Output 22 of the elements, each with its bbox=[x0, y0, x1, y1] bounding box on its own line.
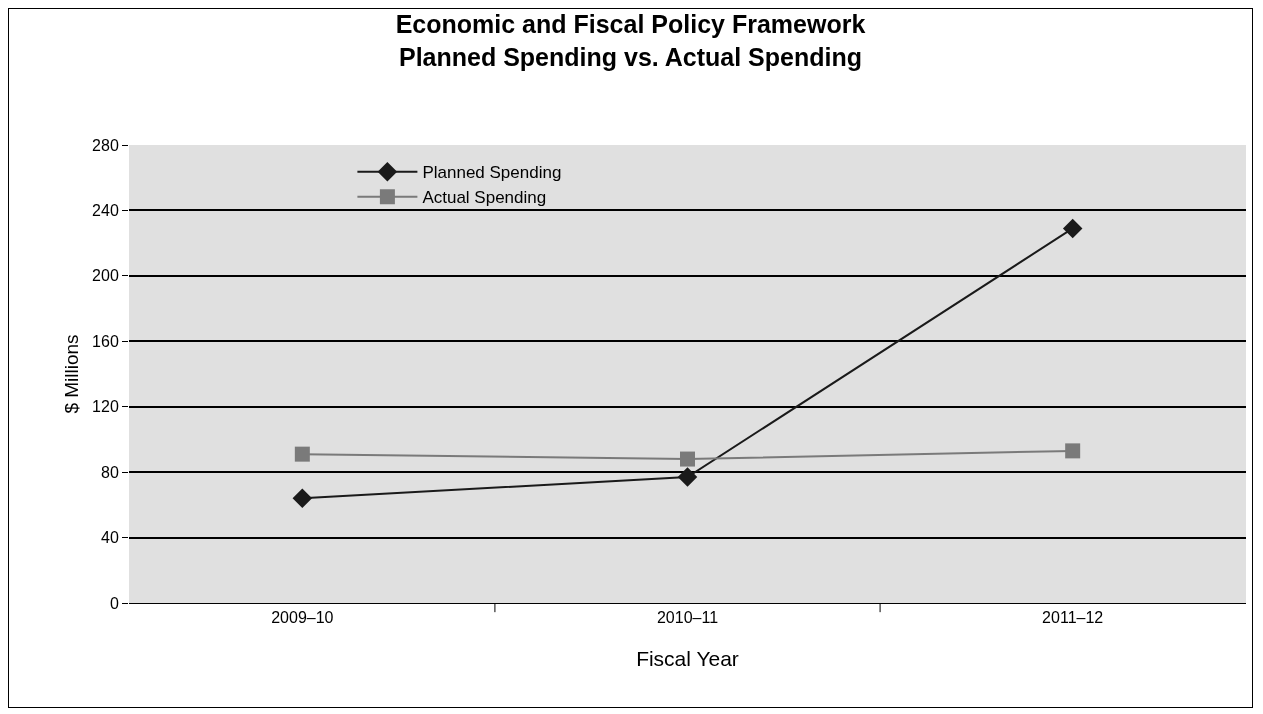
x-tick-label: 2009–10 bbox=[271, 609, 334, 627]
x-tick-label: 2011–12 bbox=[1042, 609, 1104, 627]
y-tick-label: 120 bbox=[92, 398, 119, 416]
point bbox=[680, 451, 695, 467]
y-tick-label: 0 bbox=[109, 594, 119, 612]
legend-label: Actual Spending bbox=[422, 188, 547, 208]
point bbox=[1062, 218, 1083, 239]
x-tick-label: 2010–11 bbox=[656, 609, 719, 627]
chart-title: Economic and Fiscal Policy Framework Planned Spending vs. Actual Spending bbox=[395, 10, 866, 71]
x-axis-title: Fiscal Year bbox=[636, 647, 739, 671]
y-tick-label: 40 bbox=[101, 529, 119, 547]
y-tick-label: 280 bbox=[92, 136, 119, 154]
y-tick-label: 80 bbox=[101, 463, 119, 481]
y-axis-title: $ Millions bbox=[60, 334, 82, 414]
point bbox=[294, 446, 310, 462]
legend-label: Planned Spending bbox=[422, 163, 562, 183]
point bbox=[292, 488, 313, 509]
point bbox=[677, 467, 698, 487]
y-tick-label: 200 bbox=[92, 267, 119, 285]
point bbox=[1065, 443, 1081, 459]
y-tick-label: 240 bbox=[92, 202, 119, 220]
y-tick-label: 160 bbox=[92, 332, 119, 350]
